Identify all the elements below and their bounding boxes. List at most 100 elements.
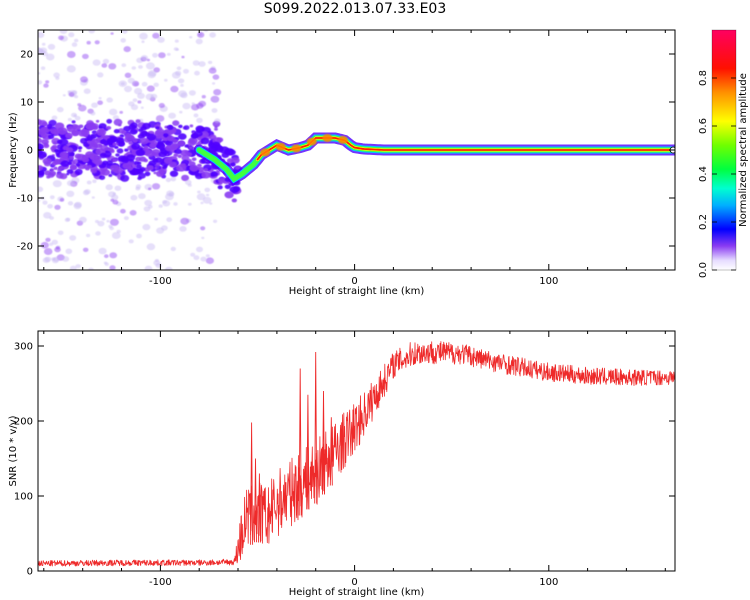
band-blob <box>166 135 175 142</box>
colorbar <box>712 30 736 270</box>
noise-blob <box>170 246 176 252</box>
noise-blob <box>114 185 122 191</box>
band-blob <box>125 134 135 141</box>
noise-blob <box>214 127 218 131</box>
band-blob <box>221 152 230 158</box>
noise-blob <box>168 112 177 119</box>
noise-blob <box>74 115 81 121</box>
noise-blob <box>165 177 172 183</box>
noise-blob <box>54 204 61 210</box>
noise-blob <box>108 173 113 177</box>
noise-blob <box>86 180 92 185</box>
noise-blob <box>193 255 200 261</box>
band-blob <box>229 186 239 194</box>
noise-blob <box>129 210 137 216</box>
noise-blob <box>42 257 50 264</box>
band-blob <box>57 127 68 135</box>
snr-ylabel: SNR (10 * v/v) <box>8 415 19 486</box>
noise-blob <box>97 100 103 105</box>
noise-blob <box>183 68 189 74</box>
noise-blob <box>92 179 97 183</box>
band-blob <box>167 156 173 161</box>
noise-blob <box>115 153 120 157</box>
snr-xtick-label: 100 <box>539 577 558 588</box>
spectrogram-xtick-label: -100 <box>149 276 172 287</box>
band-blob <box>217 185 223 190</box>
band-blob <box>38 171 45 176</box>
band-blob <box>95 143 103 149</box>
noise-blob <box>102 58 110 64</box>
noise-blob <box>120 208 126 214</box>
noise-blob <box>52 180 62 188</box>
noise-blob <box>101 217 106 221</box>
band-blob <box>145 149 155 158</box>
noise-blob <box>74 95 79 99</box>
snr-ytick-label: 0 <box>27 567 33 578</box>
noise-blob <box>38 80 43 85</box>
noise-blob <box>67 201 74 206</box>
noise-blob <box>51 257 56 261</box>
noise-blob <box>183 125 190 130</box>
noise-blob <box>189 124 194 128</box>
noise-blob <box>83 88 91 94</box>
band-blob <box>166 124 174 130</box>
noise-blob <box>181 174 190 182</box>
noise-blob <box>106 219 110 223</box>
noise-blob <box>142 223 151 231</box>
band-blob <box>65 132 73 139</box>
noise-blob <box>78 104 87 112</box>
ridge-blob <box>260 148 271 157</box>
band-blob <box>184 144 189 148</box>
band-blob <box>66 169 74 174</box>
band-blob <box>53 166 58 170</box>
band-blob <box>230 162 236 167</box>
band-blob <box>132 138 139 143</box>
band-blob <box>188 137 198 145</box>
band-blob <box>113 129 120 134</box>
noise-blob <box>71 120 76 124</box>
noise-blob <box>69 265 77 270</box>
band-blob <box>51 161 58 166</box>
noise-blob <box>82 53 89 60</box>
ridge-blob <box>275 142 286 151</box>
band-blob <box>133 160 140 165</box>
noise-blob <box>205 257 214 265</box>
noise-blob <box>138 193 146 200</box>
band-blob <box>54 148 59 153</box>
noise-blob <box>97 72 104 78</box>
noise-blob <box>174 39 179 43</box>
band-blob <box>113 167 123 175</box>
band-blob <box>38 146 43 150</box>
noise-blob <box>198 100 207 107</box>
noise-blob <box>79 216 87 223</box>
band-blob <box>191 157 197 161</box>
band-blob <box>76 153 86 161</box>
noise-blob <box>143 206 151 212</box>
band-blob <box>94 159 103 166</box>
band-blob <box>131 143 141 150</box>
colorbar-tick-label: 0.2 <box>698 214 709 230</box>
noise-blob <box>191 102 195 105</box>
band-blob <box>78 124 84 129</box>
band-blob <box>49 170 57 177</box>
band-blob <box>69 156 74 160</box>
band-blob <box>114 145 119 149</box>
band-blob <box>40 132 48 138</box>
noise-blob <box>109 265 116 270</box>
band-blob <box>155 143 161 148</box>
noise-blob <box>185 179 192 186</box>
noise-blob <box>41 42 46 46</box>
band-blob <box>80 129 90 136</box>
band-blob <box>154 131 164 139</box>
band-blob <box>112 158 118 163</box>
noise-blob <box>108 191 116 198</box>
noise-blob <box>215 99 219 103</box>
band-blob <box>87 164 92 169</box>
noise-blob <box>111 232 121 239</box>
band-blob <box>143 145 149 149</box>
noise-blob <box>195 38 203 45</box>
band-blob <box>122 161 132 170</box>
band-blob <box>178 133 187 140</box>
noise-blob <box>170 176 177 182</box>
noise-blob <box>56 106 64 113</box>
